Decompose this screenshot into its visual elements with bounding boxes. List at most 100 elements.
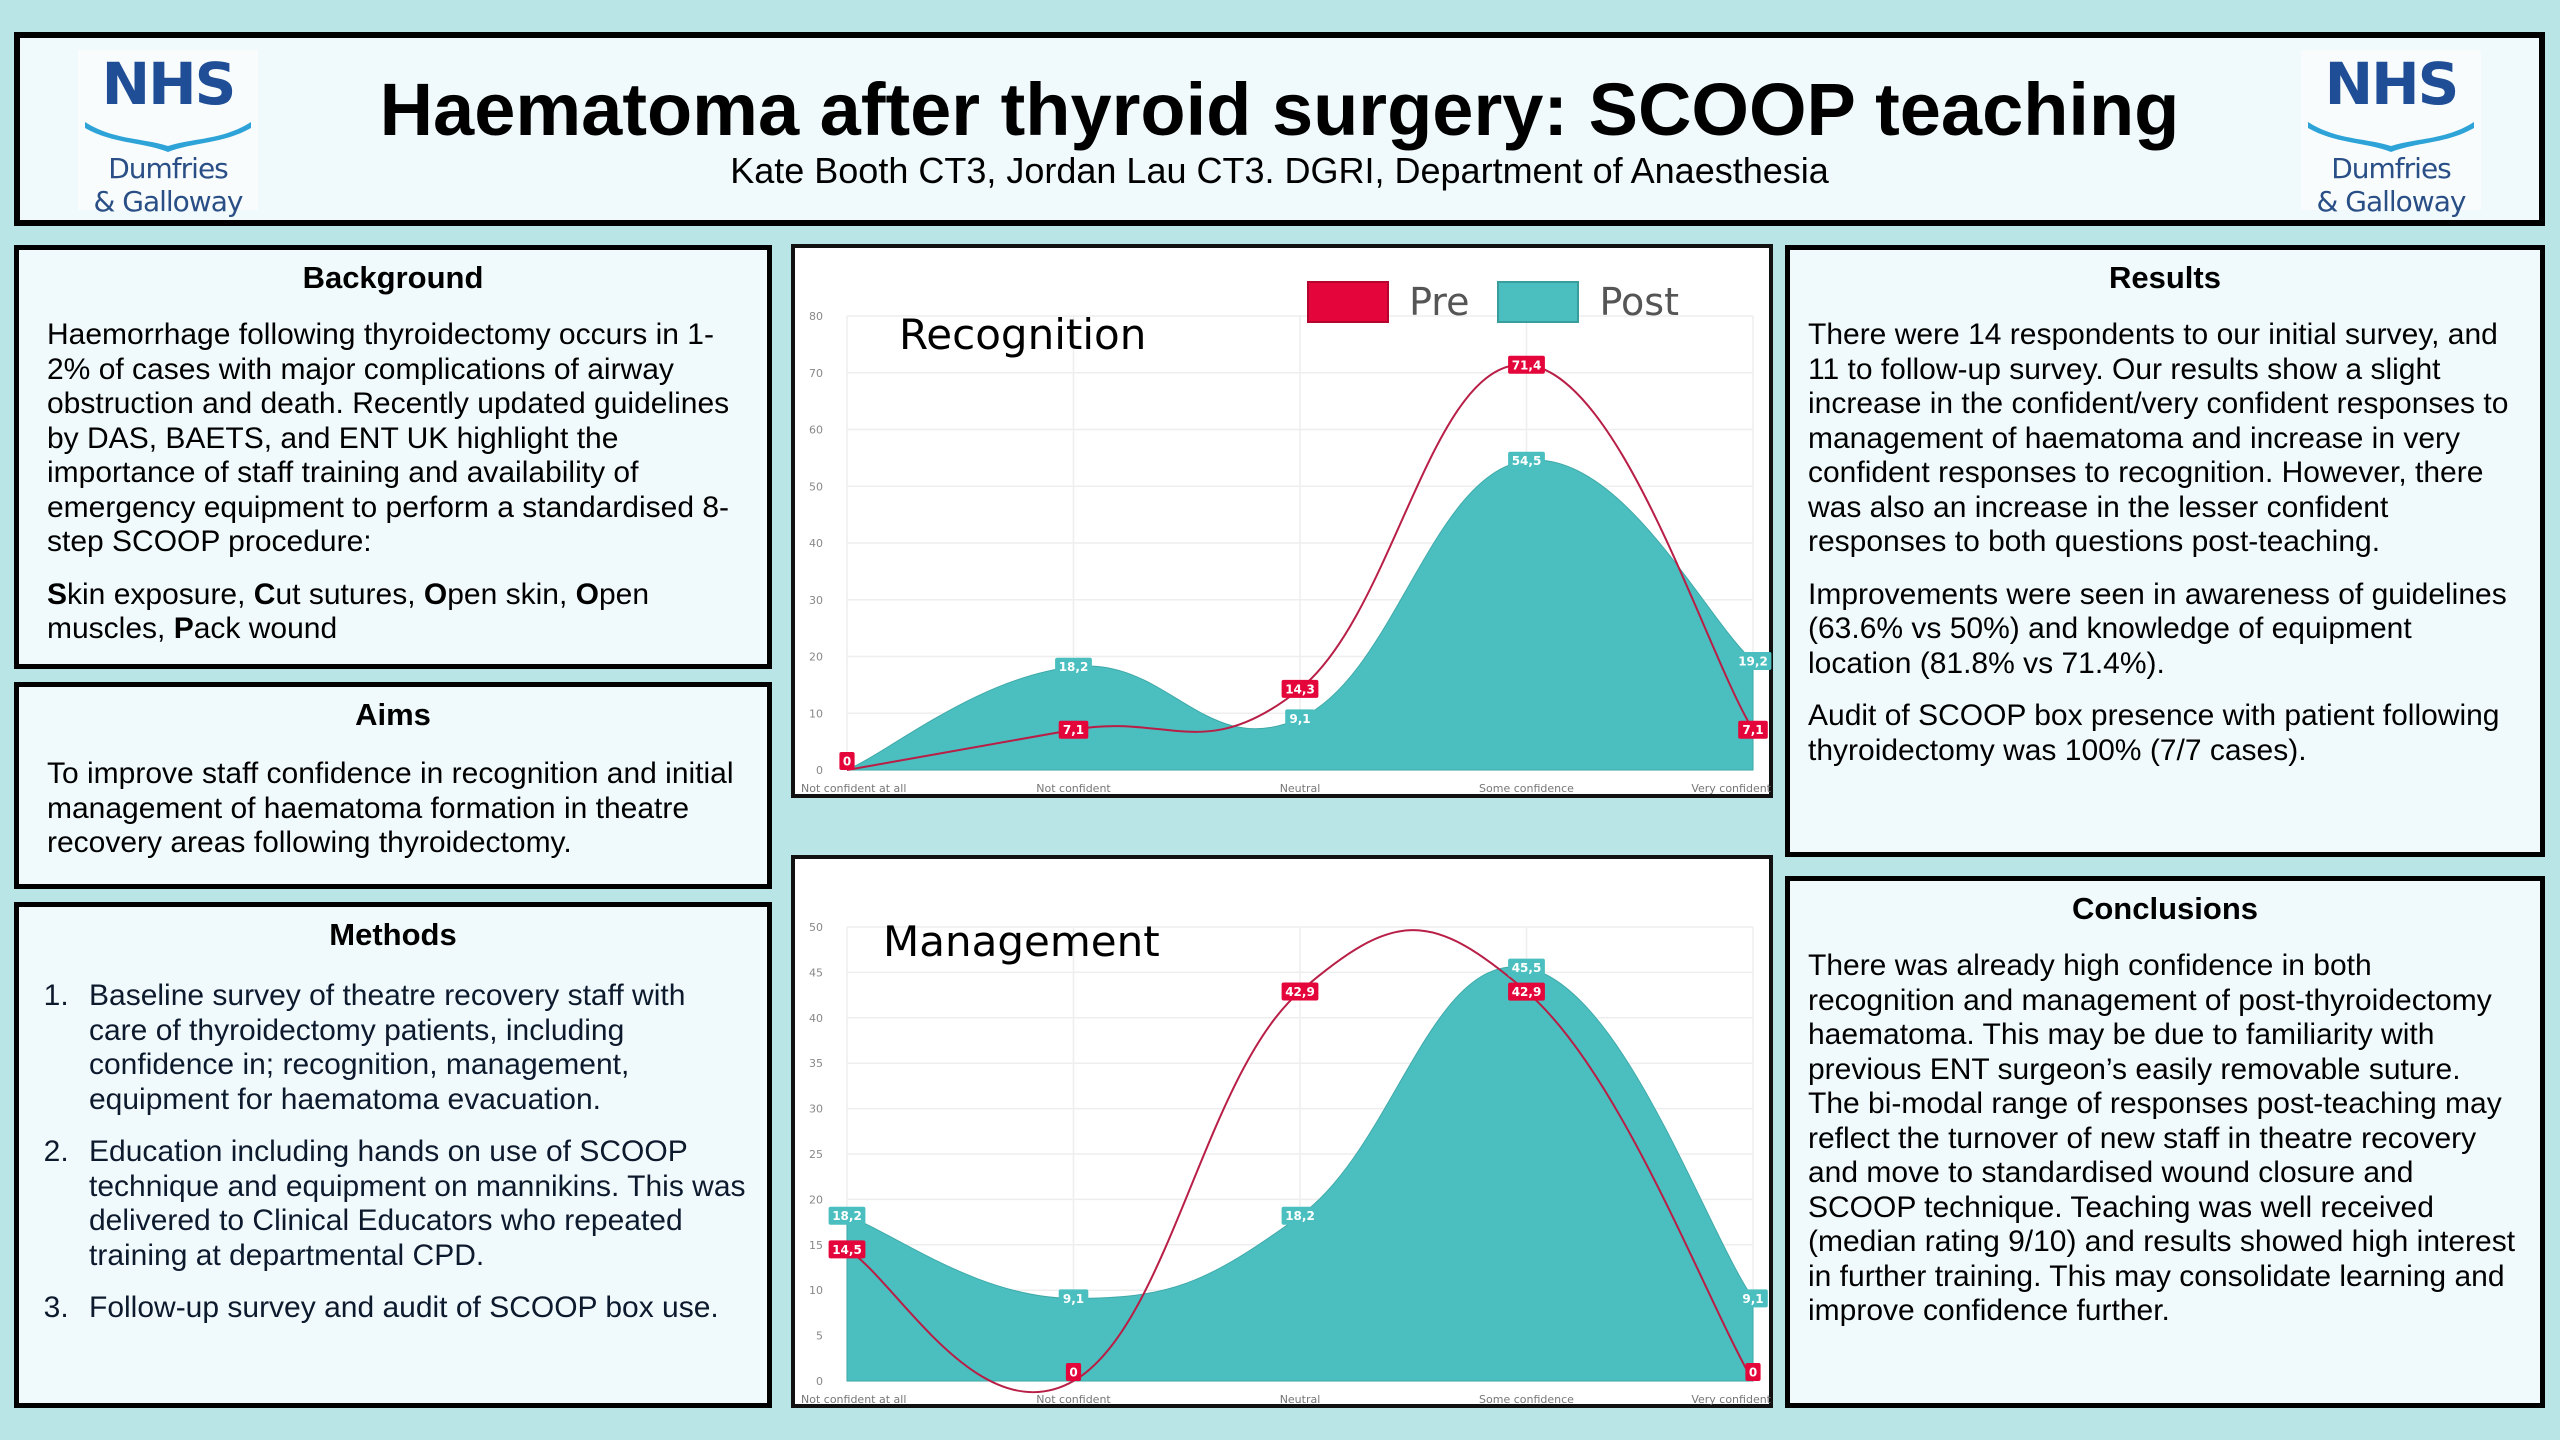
x-tick-label: Neutral [1280, 1393, 1321, 1406]
conclusions-panel: Conclusions There was already high confi… [1785, 876, 2545, 1408]
pre-data-label: 42,9 [1512, 985, 1542, 999]
wave-icon [85, 122, 251, 152]
post-data-label: 54,5 [1512, 454, 1542, 468]
post-data-label-bg [1055, 657, 1092, 676]
nhs-logo-brand: NHS [101, 50, 237, 118]
y-tick-label: 0 [816, 764, 823, 777]
aims-panel: Aims To improve staff confidence in reco… [14, 682, 772, 889]
conclusions-text: There was already high confidence in bot… [1808, 949, 2516, 1327]
pre-data-label-bg [1738, 720, 1768, 739]
y-tick-label: 20 [809, 1193, 823, 1206]
x-tick-label: Not confident [1036, 1393, 1111, 1406]
pre-data-label: 0 [1749, 1366, 1757, 1380]
y-tick-label: 20 [809, 651, 823, 664]
scoop-step: kin exposure, [67, 577, 254, 611]
legend-label-post: Post [1599, 280, 1679, 324]
pre-data-label: 0 [843, 755, 851, 769]
post-data-label: 18,2 [1285, 1209, 1315, 1223]
y-tick-label: 10 [809, 1284, 823, 1297]
post-series-area [846, 459, 1754, 771]
y-tick-label: 5 [816, 1330, 823, 1343]
pre-data-label: 42,9 [1285, 985, 1315, 999]
nhs-logo-left: NHS Dumfries & Galloway [78, 50, 258, 218]
y-tick-label: 50 [809, 921, 823, 934]
scoop-initial: O [575, 577, 599, 611]
results-heading: Results [2109, 260, 2221, 295]
y-tick-label: 60 [809, 424, 823, 437]
x-tick-label: Very confident [1691, 782, 1771, 795]
results-text: There were 14 respondents to our initial… [1808, 318, 2509, 558]
pre-data-label-bg [1281, 982, 1319, 1001]
pre-data-label-bg [1745, 1363, 1761, 1381]
pre-data-label: 7,1 [1742, 723, 1763, 737]
nhs-logo-org-line2: & Galloway [2316, 185, 2467, 218]
x-tick-label: Very confident [1691, 1393, 1771, 1406]
background-panel: Background Haemorrhage following thyroid… [14, 245, 772, 669]
y-tick-label: 0 [816, 1375, 823, 1388]
pre-data-label: 7,1 [1063, 723, 1084, 737]
aims-text: To improve staff confidence in recogniti… [47, 757, 734, 859]
post-data-label: 9,1 [1742, 1292, 1763, 1306]
post-data-label-bg [1058, 1289, 1089, 1308]
background-text: Haemorrhage following thyroidectomy occu… [47, 318, 730, 558]
chart-title: Management [883, 917, 1160, 966]
nhs-logo-org-line1: Dumfries [2331, 152, 2452, 185]
post-data-label-bg [1508, 958, 1545, 977]
chart-legend: Pre Post [1279, 280, 1679, 324]
post-data-label: 9,1 [1289, 712, 1310, 726]
pre-data-label: 71,4 [1512, 358, 1542, 372]
post-data-label-bg [1738, 1289, 1768, 1308]
pre-data-label: 0 [1069, 1366, 1077, 1380]
x-tick-label: Some confidence [1479, 782, 1574, 795]
y-tick-label: 30 [809, 1103, 823, 1116]
y-tick-label: 35 [809, 1057, 823, 1070]
post-data-label-bg [1508, 451, 1545, 470]
recognition-chart: 0 10 20 30 40 50 60 70 80 Not confident at all Not… [791, 244, 1773, 798]
poster-authors: Kate Booth CT3, Jordan Lau CT3. DGRI, De… [730, 150, 1829, 191]
management-chart-plot: 0 5 10 15 20 25 30 35 40 45 50 Not confident at all… [801, 921, 1772, 1406]
y-tick-label: 25 [809, 1148, 823, 1161]
recognition-chart-plot: 0 10 20 30 40 50 60 70 80 Not confident at all Not… [801, 310, 1772, 795]
scoop-initial: C [253, 577, 276, 611]
nhs-logo-right: NHS Dumfries & Galloway [2301, 50, 2481, 218]
x-tick-label: Not confident [1036, 782, 1111, 795]
nhs-logo-org-line1: Dumfries [108, 152, 229, 185]
pre-data-label-bg [1281, 679, 1319, 698]
post-data-label-bg [1281, 1206, 1319, 1225]
methods-list: Baseline survey of theatre recovery staf… [29, 979, 747, 1326]
methods-panel: Methods Baseline survey of theatre recov… [14, 902, 772, 1408]
poster-header: NHS Dumfries & Galloway Haematoma after … [14, 32, 2545, 226]
nhs-logo-brand: NHS [2324, 50, 2460, 118]
pre-data-label-bg [1508, 982, 1545, 1001]
scoop-step: pen skin, [447, 577, 576, 611]
results-panel: Results There were 14 respondents to our… [1785, 245, 2545, 857]
post-data-label-bg [1734, 652, 1772, 671]
scoop-steps: Skin exposure, Cut sutures, Open skin, O… [47, 578, 747, 647]
post-data-label: 45,5 [1512, 961, 1542, 975]
y-tick-label: 10 [809, 707, 823, 720]
y-tick-label: 70 [809, 367, 823, 380]
pre-data-label-bg [828, 1240, 866, 1259]
scoop-step: pen muscles, [47, 577, 650, 646]
scoop-initial: O [423, 577, 448, 611]
pre-series-line [846, 363, 1754, 771]
y-tick-label: 15 [809, 1239, 823, 1252]
results-text: Audit of SCOOP box presence with patient… [1808, 699, 2500, 767]
y-tick-label: 80 [809, 310, 823, 323]
post-series-area [846, 966, 1754, 1382]
pre-data-label-bg [839, 752, 855, 770]
legend-swatch-pre [1307, 281, 1390, 323]
legend-swatch-post [1497, 281, 1580, 323]
methods-item: Education including hands on use of SCOO… [77, 1135, 747, 1273]
methods-heading: Methods [329, 917, 457, 952]
results-text: Improvements were seen in awareness of g… [1808, 577, 2507, 680]
scoop-step: ack wound [193, 612, 338, 645]
management-chart: 0 5 10 15 20 25 30 35 40 45 50 Not confident at all… [791, 855, 1773, 1408]
poster-title: Haematoma after thyroid surgery: SCOOP t… [379, 68, 2180, 151]
conclusions-heading: Conclusions [2071, 891, 2258, 926]
aims-heading: Aims [355, 697, 431, 732]
chart-title: Recognition [899, 310, 1147, 359]
y-tick-label: 40 [809, 537, 823, 550]
pre-data-label: 14,3 [1285, 682, 1315, 696]
y-tick-label: 30 [809, 594, 823, 607]
